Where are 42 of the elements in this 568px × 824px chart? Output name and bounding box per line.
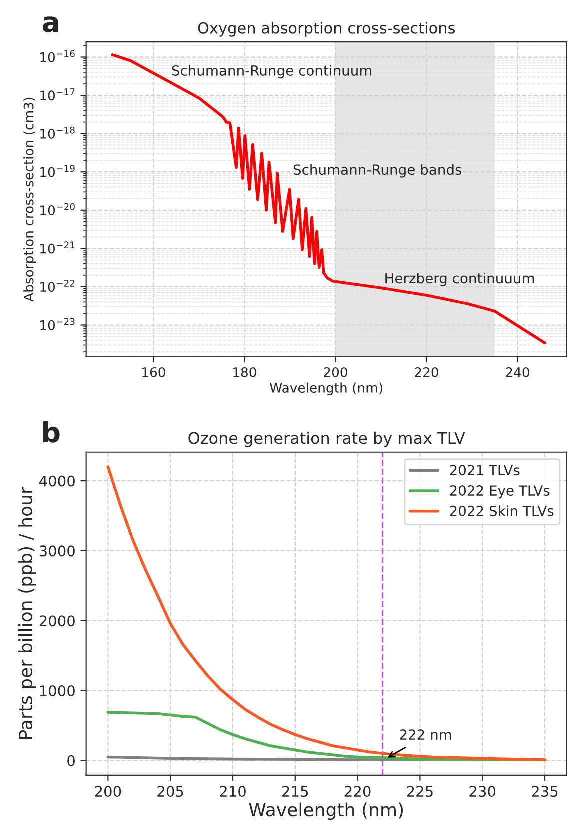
y-tick-label: 10$^{−19}$ <box>40 165 75 178</box>
x-tick-label: 220 <box>415 367 438 378</box>
x-tick-label: 205 <box>158 786 184 798</box>
y-tick-label: 10$^{−23}$ <box>40 318 75 330</box>
text: a <box>42 16 58 33</box>
annotation: Herzberg continuuum <box>386 272 534 286</box>
x-axis-title: Wavelength (nm) <box>249 802 404 820</box>
y-tick-label: 1000 <box>40 686 75 697</box>
x-tick-label: 200 <box>95 786 122 798</box>
y-tick-label: 10$^{−17}$ <box>40 88 75 101</box>
x-axis-title: Wavelength (nm) <box>270 382 382 396</box>
chart-title: Ozone generation rate by max TLV <box>188 432 466 448</box>
annotation: 222 nm <box>400 730 452 740</box>
y-tick-label: 2000 <box>40 616 75 627</box>
y-tick-label: 10$^{−20}$ <box>40 203 75 216</box>
line-series <box>111 54 546 345</box>
y-tick-label: 0 <box>68 755 75 766</box>
x-tick-label: 230 <box>470 786 496 798</box>
x-tick-label: 210 <box>220 786 246 798</box>
x-tick-label: 220 <box>344 786 371 798</box>
x-tick-label: 160 <box>142 367 166 378</box>
y-tick-label: 3000 <box>40 546 75 557</box>
text: b <box>44 421 60 443</box>
x-tick-label: 225 <box>407 786 433 798</box>
x-tick-label: 240 <box>506 367 530 378</box>
x-tick-label: 180 <box>234 367 256 378</box>
y-axis-title: Parts per billion (ppb) / hour <box>18 487 36 739</box>
x-tick-label: 235 <box>532 786 558 798</box>
y-axis-title: Absorption cross-section (cm3) <box>24 98 36 302</box>
y-tick-label: 4000 <box>40 476 75 487</box>
x-tick-label: 200 <box>324 367 348 378</box>
y-tick-label: 10$^{−21}$ <box>40 242 75 254</box>
x-tick-label: 215 <box>282 786 308 798</box>
legend-label: 2022 Eye TLVs <box>450 486 550 499</box>
y-tick-label: 10$^{−22}$ <box>40 280 75 292</box>
y-tick-label: 10$^{−16}$ <box>40 50 75 62</box>
legend-label: 2022 Skin TLVs <box>450 506 554 516</box>
y-tick-label: 10$^{−18}$ <box>40 126 75 139</box>
chart-title: Oxygen absorption cross-sections <box>198 22 456 37</box>
annotation: Schumann-Runge bands <box>294 164 462 178</box>
legend-label: 2021 TLVs <box>450 465 520 476</box>
annotation: Schumann-Runge continuum <box>172 65 372 79</box>
